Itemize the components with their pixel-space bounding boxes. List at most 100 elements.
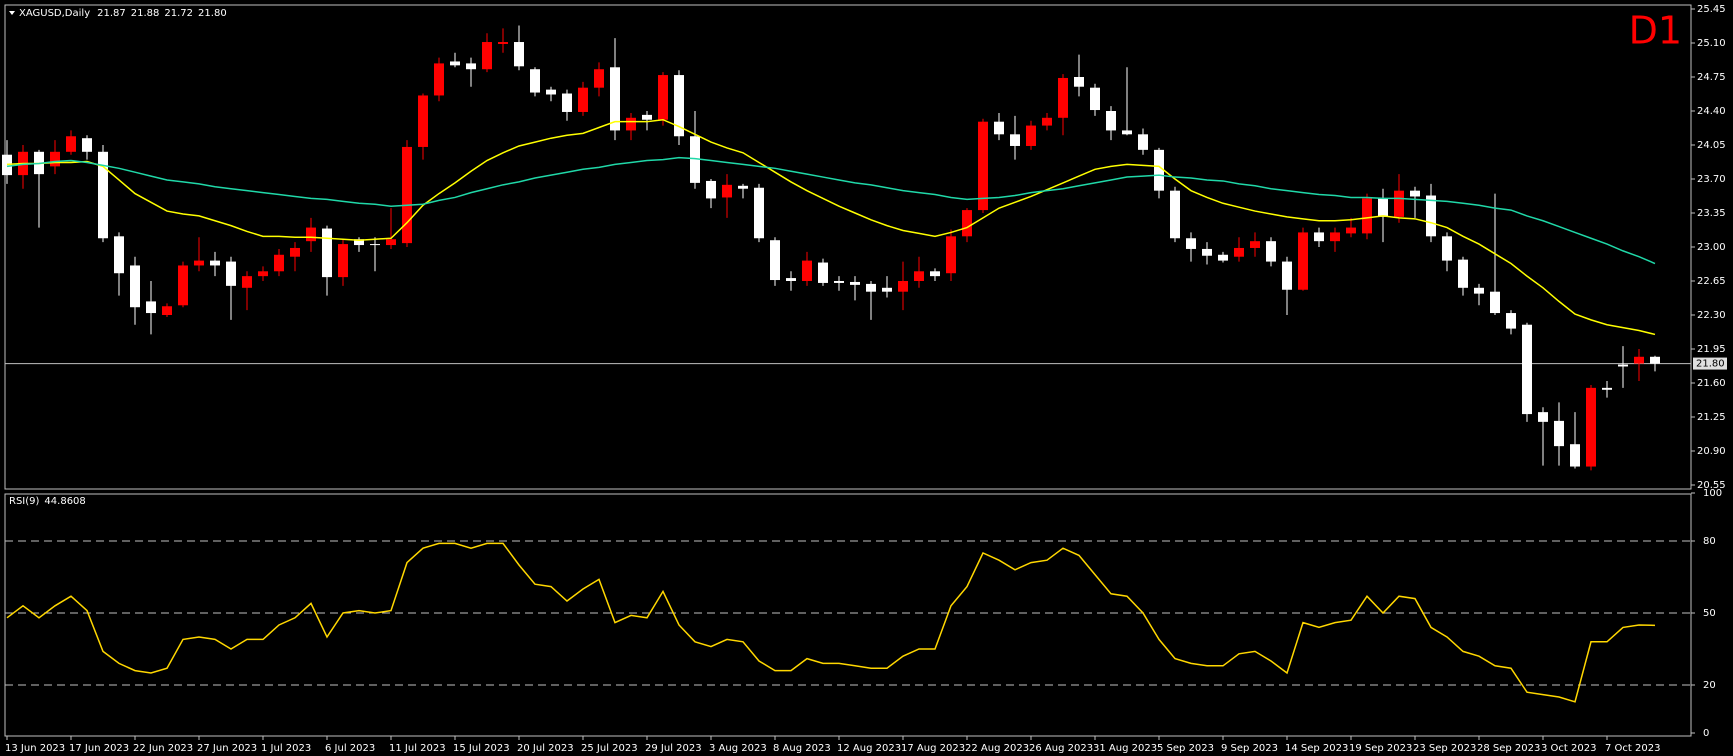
rsi-title: RSI(9) 44.8608 bbox=[9, 496, 86, 507]
candle-body bbox=[1554, 420, 1564, 447]
price-panel bbox=[4, 4, 1692, 490]
x-tick-label: 25 Jul 2023 bbox=[581, 743, 638, 754]
candle-body bbox=[1394, 190, 1404, 217]
candle-body bbox=[146, 301, 156, 314]
candle-body bbox=[178, 265, 188, 306]
candle-body bbox=[482, 42, 492, 70]
candle-body bbox=[1154, 149, 1164, 191]
candle-body bbox=[1618, 364, 1628, 367]
x-tick-label: 11 Jul 2023 bbox=[389, 743, 446, 754]
candle-body bbox=[930, 271, 940, 277]
candle-body bbox=[674, 75, 684, 137]
candle-body bbox=[418, 95, 428, 147]
y-tick-label: 24.05 bbox=[1697, 140, 1726, 151]
candle-body bbox=[818, 262, 828, 283]
x-tick-label: 9 Sep 2023 bbox=[1221, 743, 1278, 754]
candle-body bbox=[914, 271, 924, 281]
candle-body bbox=[658, 75, 668, 120]
y-tick-label: 21.95 bbox=[1697, 344, 1726, 355]
candle-body bbox=[1602, 387, 1612, 390]
candle-body bbox=[642, 114, 652, 120]
candle-body bbox=[226, 261, 236, 286]
x-tick-label: 12 Aug 2023 bbox=[837, 743, 901, 754]
x-tick-label: 3 Oct 2023 bbox=[1541, 743, 1596, 754]
candle-body bbox=[1330, 232, 1340, 242]
candle-body bbox=[1506, 313, 1516, 329]
candle-body bbox=[1378, 198, 1388, 217]
candle-body bbox=[258, 271, 268, 277]
y-tick-label: 22.65 bbox=[1697, 276, 1726, 287]
candle-body bbox=[1410, 190, 1420, 197]
y-tick-label: 25.45 bbox=[1697, 4, 1726, 15]
candle-body bbox=[1442, 236, 1452, 261]
candle-body bbox=[786, 278, 796, 281]
candle-body bbox=[994, 121, 1004, 135]
candle-body bbox=[1202, 248, 1212, 256]
y-tick-label: 24.75 bbox=[1697, 72, 1726, 83]
y-tick-label: 23.35 bbox=[1697, 208, 1726, 219]
candle-body bbox=[450, 61, 460, 66]
y-tick-label: 100 bbox=[1703, 488, 1722, 499]
candle-body bbox=[514, 42, 524, 67]
candle-body bbox=[194, 260, 204, 266]
candle-body bbox=[370, 244, 380, 246]
y-tick-label: 21.25 bbox=[1697, 412, 1726, 423]
candle-body bbox=[1490, 291, 1500, 314]
candle-body bbox=[594, 69, 604, 88]
x-tick-label: 5 Sep 2023 bbox=[1157, 743, 1214, 754]
y-tick-label: 80 bbox=[1703, 536, 1716, 547]
x-tick-label: 22 Jun 2023 bbox=[133, 743, 193, 754]
candle-body bbox=[66, 136, 76, 152]
x-tick-label: 8 Aug 2023 bbox=[773, 743, 831, 754]
moving-average bbox=[6, 156, 1656, 265]
candle-body bbox=[114, 236, 124, 274]
candle-body bbox=[802, 260, 812, 281]
candle-body bbox=[1266, 241, 1276, 262]
menu-arrow bbox=[9, 11, 15, 15]
x-tick-label: 20 Jul 2023 bbox=[517, 743, 574, 754]
candle-body bbox=[530, 69, 540, 93]
candle-body bbox=[1106, 111, 1116, 131]
x-tick-label: 3 Aug 2023 bbox=[709, 743, 767, 754]
candle-body bbox=[98, 151, 108, 239]
x-tick-label: 17 Jun 2023 bbox=[69, 743, 129, 754]
x-tick-label: 17 Aug 2023 bbox=[901, 743, 965, 754]
y-tick-label: 24.40 bbox=[1697, 106, 1726, 117]
candle-body bbox=[402, 146, 412, 244]
candle-body bbox=[386, 239, 396, 246]
candle-body bbox=[1650, 356, 1660, 364]
candle-body bbox=[546, 89, 556, 95]
candle-body bbox=[1074, 77, 1084, 87]
candle-body bbox=[706, 180, 716, 199]
y-tick-label: 25.10 bbox=[1697, 38, 1726, 49]
rsi-name: RSI(9) bbox=[9, 496, 40, 507]
candle-body bbox=[866, 283, 876, 292]
candle-body bbox=[1522, 324, 1532, 415]
candle-body bbox=[1570, 444, 1580, 467]
x-tick-label: 22 Aug 2023 bbox=[965, 743, 1029, 754]
candle-body bbox=[898, 281, 908, 292]
x-tick-label: 19 Sep 2023 bbox=[1349, 743, 1412, 754]
candle-body bbox=[978, 121, 988, 211]
candle-body bbox=[882, 287, 892, 292]
ohlc-label: 21.87 bbox=[97, 8, 126, 19]
rsi-panel bbox=[4, 493, 1692, 737]
y-tick-label: 22.30 bbox=[1697, 310, 1726, 321]
y-tick-label: 0 bbox=[1703, 728, 1709, 739]
candle-body bbox=[690, 136, 700, 183]
x-tick-label: 1 Jul 2023 bbox=[261, 743, 311, 754]
ohlc-label: 21.72 bbox=[164, 8, 193, 19]
candle-body bbox=[578, 87, 588, 112]
candle-body bbox=[1170, 190, 1180, 239]
candle-body bbox=[722, 184, 732, 198]
x-tick-label: 26 Aug 2023 bbox=[1029, 743, 1093, 754]
candle-body bbox=[434, 63, 444, 96]
candle-body bbox=[1010, 134, 1020, 146]
y-tick-label: 50 bbox=[1703, 608, 1716, 619]
ohlc-label: 21.80 bbox=[198, 8, 227, 19]
ohlc-label: 21.88 bbox=[131, 8, 160, 19]
candle-body bbox=[1538, 412, 1548, 422]
candle-body bbox=[1298, 232, 1308, 290]
candle-body bbox=[738, 185, 748, 189]
